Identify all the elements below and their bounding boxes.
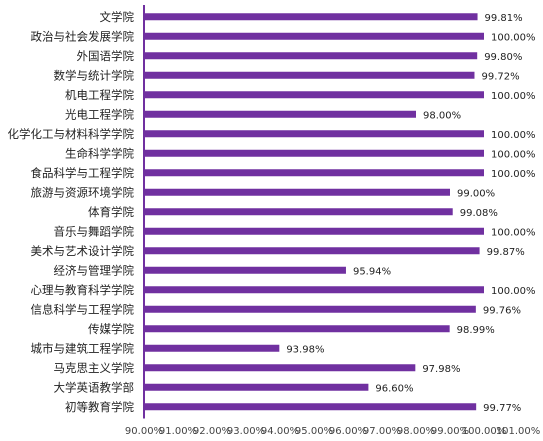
bar: [144, 227, 484, 235]
category-label: 数学与统计学院: [54, 68, 135, 82]
category-label: 信息科学与工程学院: [31, 302, 135, 316]
category-label: 体育学院: [88, 205, 134, 219]
bar: [144, 91, 484, 99]
x-tick-label: 97.00%: [363, 426, 401, 437]
x-tick-label: 99.00%: [431, 426, 469, 437]
category-label: 经济与管理学院: [54, 263, 135, 277]
category-label: 机电工程学院: [65, 88, 134, 102]
bar: [144, 32, 484, 40]
value-label: 99.80%: [484, 52, 522, 63]
category-label: 心理与教育科学学院: [31, 283, 135, 297]
bar: [144, 130, 484, 138]
value-label: 99.00%: [457, 188, 495, 199]
value-label: 99.77%: [483, 403, 521, 414]
bar: [144, 344, 280, 352]
category-label: 食品科学与工程学院: [31, 166, 135, 180]
bar: [144, 110, 416, 118]
category-label: 大学英语教学部: [54, 380, 135, 394]
x-tick-label: 90.00%: [125, 426, 163, 437]
category-label: 城市与建筑工程学院: [31, 341, 135, 355]
x-tick-label: 94.00%: [261, 426, 299, 437]
value-label: 99.81%: [485, 13, 523, 24]
category-label: 文学院: [100, 10, 135, 24]
x-tick-label: 93.00%: [227, 426, 265, 437]
bar: [144, 383, 369, 391]
value-label: 100.00%: [491, 227, 536, 238]
bar: [144, 364, 416, 372]
bar: [144, 188, 450, 196]
bar: [144, 325, 450, 333]
category-label: 光电工程学院: [65, 107, 134, 121]
value-label: 93.98%: [286, 344, 324, 355]
x-tick-label: 100.00%: [462, 426, 507, 437]
bar: [144, 71, 475, 79]
category-labels: 文学院政治与社会发展学院外国语学院数学与统计学院机电工程学院光电工程学院化学化工…: [8, 10, 135, 414]
category-label: 音乐与舞蹈学院: [54, 224, 135, 238]
bar: [144, 403, 477, 411]
bars-group: [144, 13, 484, 411]
bar: [144, 266, 346, 274]
category-label: 化学化工与材料科学学院: [8, 127, 135, 141]
value-label: 99.08%: [460, 208, 498, 219]
x-tick-label: 91.00%: [159, 426, 197, 437]
category-label: 马克思主义学院: [54, 361, 135, 375]
bar: [144, 286, 484, 294]
value-label: 98.00%: [423, 110, 461, 121]
bar: [144, 52, 478, 60]
value-label: 95.94%: [353, 266, 391, 277]
x-tick-label: 98.00%: [397, 426, 435, 437]
x-tick-label: 92.00%: [193, 426, 231, 437]
bar: [144, 149, 484, 157]
category-label: 政治与社会发展学院: [31, 29, 135, 43]
value-label: 100.00%: [491, 130, 536, 141]
bar: [144, 169, 484, 177]
category-label: 外国语学院: [77, 49, 135, 63]
value-label: 99.87%: [487, 247, 525, 258]
x-axis-tick-labels: 90.00%91.00%92.00%93.00%94.00%95.00%96.0…: [125, 426, 540, 437]
category-label: 初等教育学院: [65, 400, 134, 414]
bar: [144, 247, 480, 255]
value-label: 100.00%: [491, 149, 536, 160]
value-label: 99.72%: [481, 71, 519, 82]
value-label: 96.60%: [375, 383, 413, 394]
bar: [144, 305, 476, 313]
category-label: 传媒学院: [88, 322, 134, 336]
value-label: 100.00%: [491, 91, 536, 102]
category-label: 美术与艺术设计学院: [31, 244, 135, 258]
bar: [144, 208, 453, 216]
x-tick-label: 95.00%: [295, 426, 333, 437]
category-label: 旅游与资源环境学院: [31, 185, 135, 199]
value-label: 100.00%: [491, 32, 536, 43]
value-label: 97.98%: [422, 364, 460, 375]
value-label: 99.76%: [483, 305, 521, 316]
category-label: 生命科学学院: [65, 146, 134, 160]
x-tick-label: 96.00%: [329, 426, 367, 437]
x-tick-label: 101.00%: [496, 426, 541, 437]
value-label: 100.00%: [491, 286, 536, 297]
value-label: 98.99%: [457, 325, 495, 336]
value-label: 100.00%: [491, 169, 536, 180]
bar: [144, 13, 478, 21]
value-labels: 99.81% 100.00% 99.80% 99.72% 100.00% 98.00% 10…: [286, 13, 535, 414]
